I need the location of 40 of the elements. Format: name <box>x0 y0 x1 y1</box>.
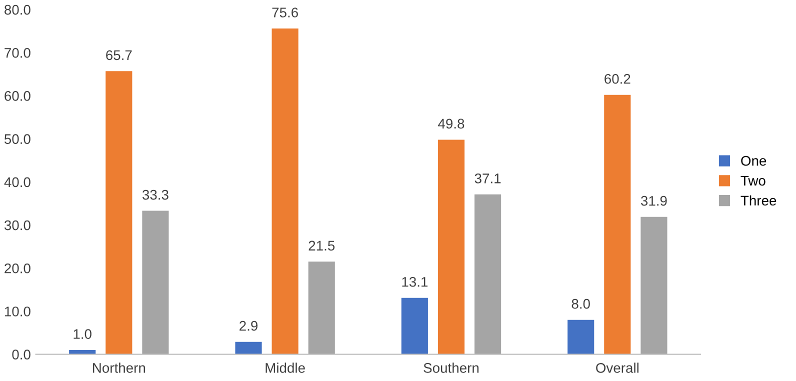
bar <box>69 350 96 354</box>
x-tick-label: Overall <box>596 362 638 373</box>
data-label: 31.9 <box>640 196 667 206</box>
y-tick-label: 80.0 <box>4 4 30 15</box>
data-label: 1.0 <box>74 329 92 339</box>
bar <box>142 210 169 354</box>
bar <box>272 28 298 354</box>
bar <box>401 298 428 354</box>
bar <box>640 216 668 354</box>
data-label: 33.3 <box>142 190 168 200</box>
legend-label: Three <box>740 195 776 206</box>
x-tick-label: Southern <box>424 362 479 373</box>
data-label: 65.7 <box>106 50 132 60</box>
bar <box>604 94 631 354</box>
data-label: 49.8 <box>438 118 464 129</box>
y-tick-label: 40.0 <box>4 177 30 188</box>
y-tick-label: 30.0 <box>4 220 30 230</box>
bar <box>308 262 335 354</box>
data-label: 2.9 <box>240 320 258 331</box>
y-tick-label: 70.0 <box>4 48 30 58</box>
y-tick-label: 10.0 <box>4 306 30 316</box>
data-label: 60.2 <box>604 74 630 84</box>
bar <box>474 194 502 354</box>
y-tick-label: 50.0 <box>4 134 30 144</box>
data-label: 75.6 <box>272 8 298 18</box>
data-label: 37.1 <box>474 174 501 184</box>
legend-label: One <box>741 156 766 166</box>
bar <box>438 140 465 354</box>
y-tick-label: 20.0 <box>4 263 30 274</box>
x-tick-label: Middle <box>266 362 305 373</box>
bar <box>568 320 594 354</box>
data-label: 21.5 <box>308 240 335 251</box>
bar <box>106 71 132 354</box>
x-tick-label: Northern <box>93 362 146 373</box>
legend-label: Two <box>740 176 766 186</box>
y-tick-label: 60.0 <box>4 91 30 101</box>
bar <box>235 342 262 354</box>
data-label: 8.0 <box>572 298 590 309</box>
data-label: 13.1 <box>402 276 428 287</box>
y-tick-label: 0.0 <box>12 350 30 360</box>
